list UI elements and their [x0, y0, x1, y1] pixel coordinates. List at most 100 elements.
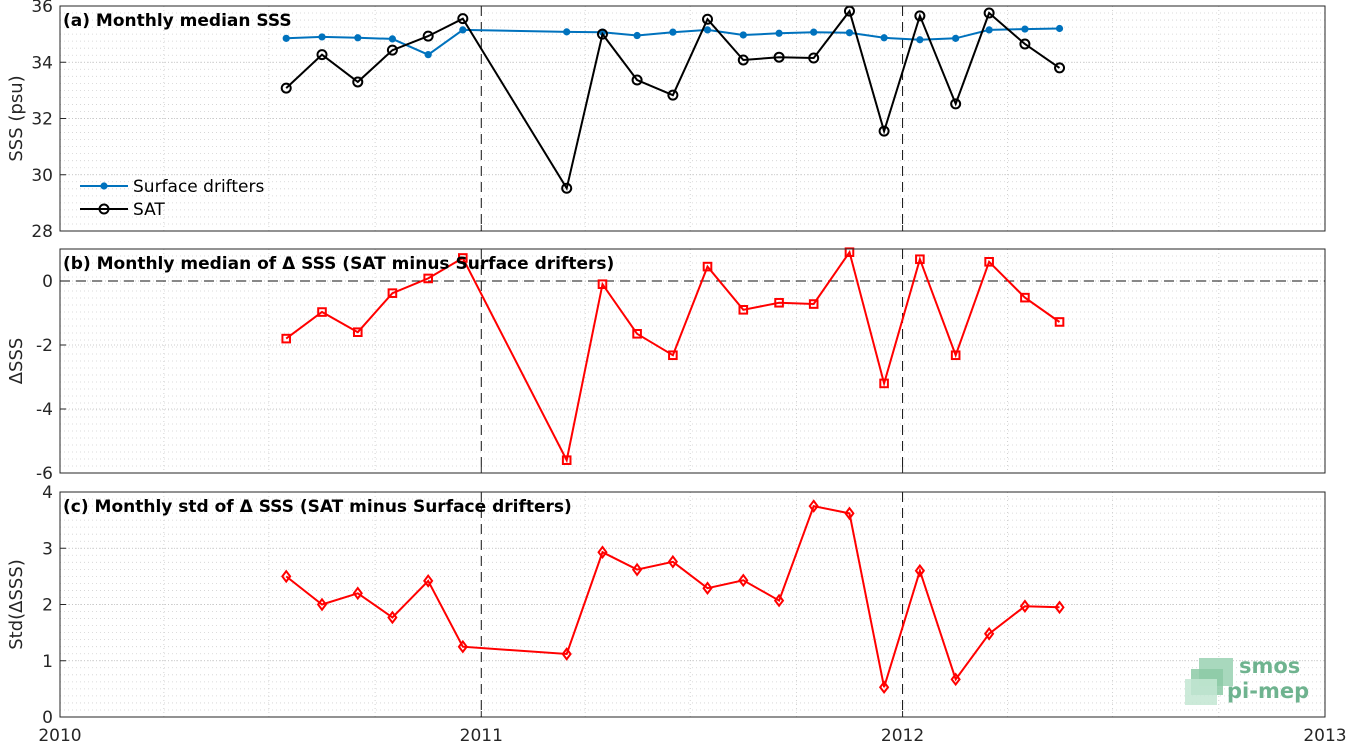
- y-tick-label: 1: [42, 652, 53, 672]
- data-point: [631, 562, 643, 577]
- data-point: [282, 34, 290, 42]
- data-point: [878, 680, 890, 695]
- logo-text-pimep: pi-mep: [1227, 679, 1309, 703]
- data-point: [459, 26, 467, 34]
- axes-box: [59, 248, 1326, 474]
- data-point: [952, 34, 960, 42]
- data-point: [318, 33, 326, 41]
- series-surface-drifters: [282, 24, 1064, 59]
- data-point: [597, 279, 608, 289]
- axes-box: [59, 491, 1326, 718]
- data-point: [702, 13, 714, 25]
- data-point: [668, 350, 678, 361]
- y-tick-label: 28: [31, 222, 53, 242]
- data-point: [844, 506, 855, 521]
- panel-3: 0 1 2 3 4 2010 2011 2012 2013 Std(ΔSSS) (c) Monthl…: [6, 483, 1347, 745]
- data-point: [880, 34, 888, 42]
- y-tick-label: 2: [42, 596, 53, 616]
- y-axis-label: SSS (psu): [6, 75, 27, 161]
- data-point: [737, 54, 749, 66]
- data-point: [950, 672, 961, 687]
- y-tick-label: 36: [31, 0, 53, 17]
- data-point: [633, 31, 641, 40]
- data-point: [985, 26, 993, 34]
- data-point: [983, 7, 995, 19]
- legend-label: SAT: [133, 200, 165, 220]
- data-point: [597, 545, 608, 560]
- data-point: [667, 89, 679, 101]
- data-point: [808, 52, 820, 64]
- data-point: [458, 253, 468, 263]
- data-point: [386, 44, 398, 56]
- data-point: [281, 333, 292, 344]
- data-point: [561, 647, 572, 661]
- panel-title: (b) Monthly median of Δ SSS (SAT minus S…: [63, 254, 614, 274]
- data-point: [354, 34, 362, 42]
- data-point: [1020, 292, 1030, 303]
- data-point: [1021, 25, 1029, 33]
- smos-pimep-logo: smos pi-mep: [1185, 654, 1309, 705]
- data-point: [596, 28, 608, 40]
- data-point: [316, 49, 328, 61]
- data-point: [632, 329, 642, 339]
- data-point: [702, 261, 713, 272]
- data-point: [984, 257, 994, 267]
- data-point: [739, 31, 747, 39]
- y-tick-label: 4: [42, 483, 53, 503]
- data-point: [808, 299, 819, 309]
- data-point: [352, 586, 363, 601]
- series-line: [285, 8, 1061, 191]
- data-point: [702, 581, 713, 596]
- data-point: [703, 26, 712, 34]
- panel-2: -6 -4 -2 0 ΔSSS (b) Monthly median of Δ SSS (…: [6, 247, 1326, 484]
- data-point: [669, 28, 677, 36]
- x-tick-label: 2010: [38, 726, 81, 745]
- data-point: [280, 82, 292, 94]
- series-line: [285, 249, 1061, 464]
- legend-marker: [100, 182, 108, 190]
- data-point: [775, 29, 783, 37]
- data-point: [281, 569, 292, 584]
- data-point: [810, 28, 818, 36]
- data-point: [773, 593, 785, 608]
- data-point: [914, 10, 926, 22]
- data-point: [316, 597, 328, 612]
- series-delta: [281, 499, 1065, 695]
- x-tick-label: 2013: [1303, 726, 1346, 745]
- data-point: [1019, 38, 1031, 50]
- data-point: [773, 51, 785, 63]
- y-tick-label: 0: [42, 272, 53, 292]
- legend-label: Surface drifters: [133, 177, 264, 197]
- data-point: [950, 98, 962, 110]
- data-point: [667, 554, 679, 569]
- data-point: [774, 297, 784, 308]
- y-tick-label: -2: [36, 336, 53, 356]
- data-point: [317, 307, 327, 317]
- data-point: [563, 28, 571, 36]
- panel-title: (a) Monthly median SSS: [63, 11, 292, 31]
- data-point: [878, 125, 890, 137]
- data-point: [844, 247, 855, 257]
- data-point: [738, 573, 749, 588]
- data-point: [738, 305, 749, 315]
- data-point: [387, 610, 398, 625]
- y-tick-label: -6: [36, 464, 53, 484]
- logo-text-smos: smos: [1239, 654, 1300, 678]
- y-tick-label: 32: [31, 110, 53, 130]
- x-tick-label: 2012: [881, 726, 924, 745]
- y-tick-label: 30: [31, 166, 53, 186]
- y-axis-label: Std(ΔSSS): [6, 559, 27, 650]
- data-point: [808, 499, 819, 513]
- data-point: [983, 626, 995, 641]
- panel-title: (c) Monthly std of Δ SSS (SAT minus Surf…: [63, 497, 572, 517]
- data-point: [352, 327, 363, 337]
- data-point: [457, 639, 468, 654]
- panel-1: 28 30 32 34 36 SSS (psu) (a) Monthly median SS…: [6, 0, 1326, 242]
- data-point: [1054, 317, 1065, 327]
- data-point: [423, 273, 433, 284]
- data-point: [843, 5, 855, 17]
- data-point: [561, 182, 573, 194]
- axes-box: [59, 5, 1326, 232]
- data-point: [914, 563, 926, 578]
